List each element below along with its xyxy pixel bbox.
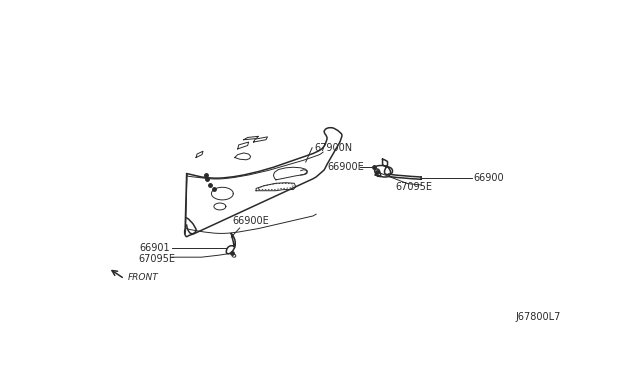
Text: FRONT: FRONT — [128, 273, 159, 282]
Text: 67095E: 67095E — [396, 182, 433, 192]
Text: 66900E: 66900E — [233, 216, 269, 226]
Text: J67800L7: J67800L7 — [516, 312, 561, 323]
Text: 67095E: 67095E — [138, 254, 175, 264]
Text: 66900: 66900 — [474, 173, 504, 183]
Text: 66901: 66901 — [140, 243, 170, 253]
Text: 66900E: 66900E — [327, 162, 364, 172]
Text: 67900N: 67900N — [315, 143, 353, 153]
